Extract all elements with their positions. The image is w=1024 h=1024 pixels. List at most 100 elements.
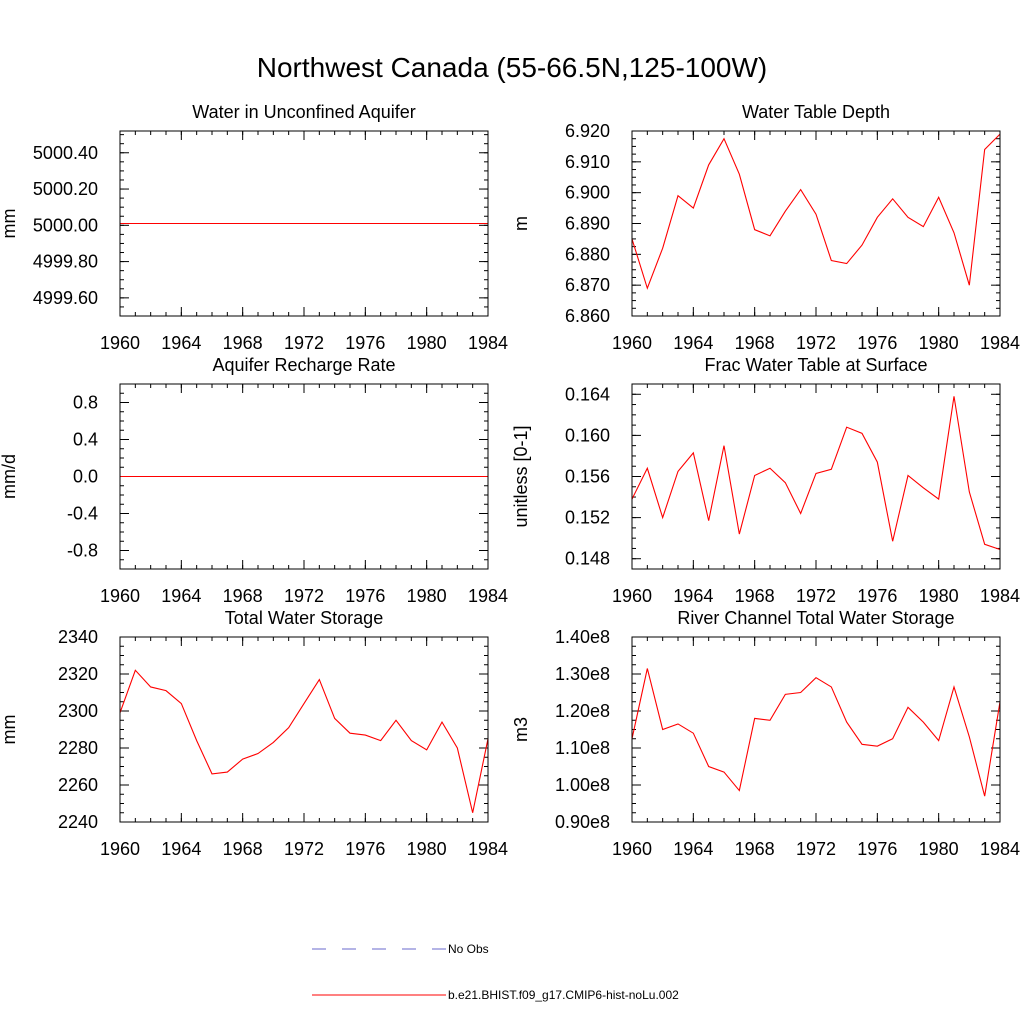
panel-title: Frac Water Table at Surface (704, 355, 927, 375)
panel-title: River Channel Total Water Storage (677, 608, 954, 628)
panel-title: Total Water Storage (225, 608, 383, 628)
series-line (631, 133, 1001, 290)
y-tick-label: 1.00e8 (555, 775, 610, 795)
plot-frame (119, 130, 489, 317)
y-tick-label: 2260 (58, 775, 98, 795)
figure-title: Northwest Canada (55-66.5N,125-100W) (256, 52, 768, 83)
x-tick-label: 1972 (796, 839, 836, 859)
x-tick-label: 1968 (735, 839, 775, 859)
x-tick-label: 1984 (980, 333, 1020, 353)
panel-5: Total Water Storage mm 1960 1964 1968 1972 197… (0, 608, 508, 859)
x-tick-label: 1980 (407, 333, 447, 353)
x-tick-label: 1980 (919, 839, 959, 859)
x-tick-label: 1980 (919, 586, 959, 606)
series-line (631, 668, 1001, 797)
y-axis-label: mm (0, 715, 19, 745)
x-tick-label: 1972 (796, 333, 836, 353)
x-tick-label: 1968 (223, 586, 263, 606)
plot-frame (119, 636, 489, 823)
y-tick-label: 2280 (58, 738, 98, 758)
legend: No Obs b.e21.BHIST.f09_g17.CMIP6-hist-no… (312, 942, 679, 1002)
x-tick-label: 1972 (284, 333, 324, 353)
panel-title: Water in Unconfined Aquifer (192, 102, 415, 122)
x-tick-label: 1976 (857, 586, 897, 606)
panel-2: Water Table Depth m 1960 1964 1968 1972 1976 19… (511, 102, 1020, 353)
panel-title: Aquifer Recharge Rate (212, 355, 395, 375)
y-tick-label: 0.8 (73, 393, 98, 413)
x-tick-label: 1984 (468, 586, 508, 606)
y-tick-label: 5000.40 (33, 143, 98, 163)
x-tick-label: 1960 (100, 333, 140, 353)
x-tick-label: 1960 (612, 839, 652, 859)
y-tick-label: 2340 (58, 627, 98, 647)
plot-frame (631, 130, 1001, 317)
x-tick-label: 1984 (980, 586, 1020, 606)
x-tick-label: 1976 (345, 839, 385, 859)
y-tick-label: 0.90e8 (555, 812, 610, 832)
x-tick-label: 1980 (407, 839, 447, 859)
y-tick-label: 1.40e8 (555, 627, 610, 647)
y-tick-label: 5000.00 (33, 215, 98, 235)
y-tick-label: 0.164 (565, 384, 610, 404)
panels-group: Water in Unconfined Aquifer mm 1960 1964 196… (0, 102, 1020, 859)
y-tick-label: 6.870 (565, 275, 610, 295)
x-tick-label: 1976 (857, 333, 897, 353)
y-tick-label: 0.156 (565, 467, 610, 487)
y-tick-label: 5000.20 (33, 179, 98, 199)
y-tick-label: 4999.80 (33, 252, 98, 272)
y-tick-label: 0.160 (565, 425, 610, 445)
x-tick-label: 1968 (223, 333, 263, 353)
y-axis-label: mm (0, 209, 19, 239)
x-tick-label: 1984 (468, 333, 508, 353)
x-tick-label: 1964 (161, 586, 201, 606)
x-tick-label: 1964 (673, 839, 713, 859)
x-tick-label: 1964 (673, 586, 713, 606)
y-tick-label: 1.10e8 (555, 738, 610, 758)
panel-3: Aquifer Recharge Rate mm/d 1960 1964 1968 197… (0, 355, 508, 606)
y-tick-label: 6.860 (565, 306, 610, 326)
y-tick-label: 6.910 (565, 152, 610, 172)
x-tick-label: 1968 (223, 839, 263, 859)
x-tick-label: 1984 (468, 839, 508, 859)
plot-frame (631, 383, 1001, 570)
y-tick-label: 6.920 (565, 121, 610, 141)
x-tick-label: 1980 (919, 333, 959, 353)
series-line (631, 396, 1001, 550)
panel-1: Water in Unconfined Aquifer mm 1960 1964 196… (0, 102, 508, 353)
panel-title: Water Table Depth (742, 102, 890, 122)
y-tick-label: 4999.60 (33, 288, 98, 308)
legend-label-no-obs: No Obs (448, 942, 489, 956)
y-axis-label: mm/d (0, 454, 19, 499)
x-tick-label: 1984 (980, 839, 1020, 859)
x-tick-label: 1972 (796, 586, 836, 606)
y-axis-label: unitless [0-1] (511, 425, 531, 527)
y-tick-label: 6.880 (565, 244, 610, 264)
y-tick-label: 1.20e8 (555, 701, 610, 721)
y-tick-label: 0.152 (565, 508, 610, 528)
series-line (119, 669, 489, 813)
panel-6: River Channel Total Water Storage m3 1960 1… (511, 608, 1020, 859)
x-tick-label: 1980 (407, 586, 447, 606)
y-tick-label: -0.8 (67, 541, 98, 561)
y-tick-label: 2300 (58, 701, 98, 721)
y-tick-label: 0.0 (73, 467, 98, 487)
x-tick-label: 1964 (161, 333, 201, 353)
x-tick-label: 1976 (345, 333, 385, 353)
x-tick-label: 1968 (735, 586, 775, 606)
y-tick-label: 0.4 (73, 430, 98, 450)
x-tick-label: 1972 (284, 839, 324, 859)
x-tick-label: 1972 (284, 586, 324, 606)
y-tick-label: 0.148 (565, 549, 610, 569)
plot-frame (631, 636, 1001, 823)
y-tick-label: 6.900 (565, 183, 610, 203)
plot-frame (119, 383, 489, 570)
x-tick-label: 1960 (612, 333, 652, 353)
panel-4: Frac Water Table at Surface unitless [0-1… (511, 355, 1020, 606)
x-tick-label: 1976 (857, 839, 897, 859)
y-axis-label: m (511, 216, 531, 231)
y-tick-label: 6.890 (565, 214, 610, 234)
x-tick-label: 1964 (673, 333, 713, 353)
x-tick-label: 1960 (612, 586, 652, 606)
x-tick-label: 1976 (345, 586, 385, 606)
